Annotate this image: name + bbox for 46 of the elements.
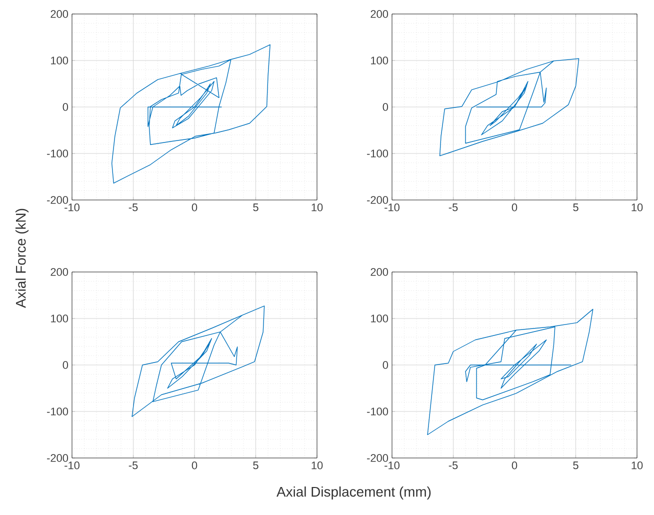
x-tick-label: -5 bbox=[128, 204, 138, 212]
x-tick-label: 0 bbox=[512, 462, 518, 470]
line-series bbox=[427, 308, 594, 436]
y-tick-label: 100 bbox=[51, 314, 68, 322]
y-tick-label: -100 bbox=[367, 150, 388, 158]
y-axis-title: Axial Force (kN) bbox=[16, 208, 29, 308]
line-series bbox=[111, 44, 270, 184]
y-tick-label: 0 bbox=[382, 103, 388, 111]
x-tick-label: 10 bbox=[312, 204, 323, 212]
x-tick-label: 5 bbox=[573, 204, 578, 212]
y-tick-label: -100 bbox=[47, 408, 68, 416]
line-series bbox=[439, 58, 580, 156]
x-tick-label: 5 bbox=[253, 462, 258, 470]
x-tick-label: 10 bbox=[632, 462, 643, 470]
x-tick-label: -10 bbox=[384, 462, 400, 470]
x-tick-label: 0 bbox=[512, 204, 518, 212]
y-tick-label: 200 bbox=[370, 268, 388, 276]
line-series bbox=[132, 306, 265, 417]
y-tick-label: 100 bbox=[51, 56, 68, 64]
x-tick-label: 5 bbox=[253, 204, 258, 212]
y-tick-label: 0 bbox=[382, 361, 388, 369]
y-tick-label: -100 bbox=[367, 408, 388, 416]
y-tick-label: -200 bbox=[367, 454, 388, 462]
y-tick-label: -200 bbox=[47, 196, 68, 204]
x-tick-label: 5 bbox=[573, 462, 578, 470]
x-tick-label: 10 bbox=[632, 204, 643, 212]
x-tick-label: -5 bbox=[128, 462, 138, 470]
x-tick-label: -10 bbox=[384, 204, 400, 212]
y-tick-label: 0 bbox=[62, 103, 68, 111]
x-tick-label: -10 bbox=[64, 462, 80, 470]
y-tick-label: 100 bbox=[371, 56, 388, 64]
x-tick-label: 0 bbox=[192, 204, 198, 212]
y-tick-label: 200 bbox=[50, 268, 68, 276]
x-tick-label: -5 bbox=[448, 462, 458, 470]
y-tick-label: 200 bbox=[50, 10, 68, 18]
x-tick-label: 0 bbox=[192, 462, 198, 470]
y-tick-label: -200 bbox=[367, 196, 388, 204]
y-tick-label: 200 bbox=[370, 10, 388, 18]
y-tick-label: -200 bbox=[47, 454, 68, 462]
y-tick-label: 0 bbox=[62, 361, 68, 369]
x-axis-title: Axial Displacement (mm) bbox=[276, 486, 431, 500]
x-tick-label: -5 bbox=[448, 204, 458, 212]
x-tick-label: 10 bbox=[312, 462, 323, 470]
y-tick-label: 100 bbox=[371, 314, 388, 322]
x-tick-label: -10 bbox=[64, 204, 80, 212]
y-tick-label: -100 bbox=[47, 150, 68, 158]
